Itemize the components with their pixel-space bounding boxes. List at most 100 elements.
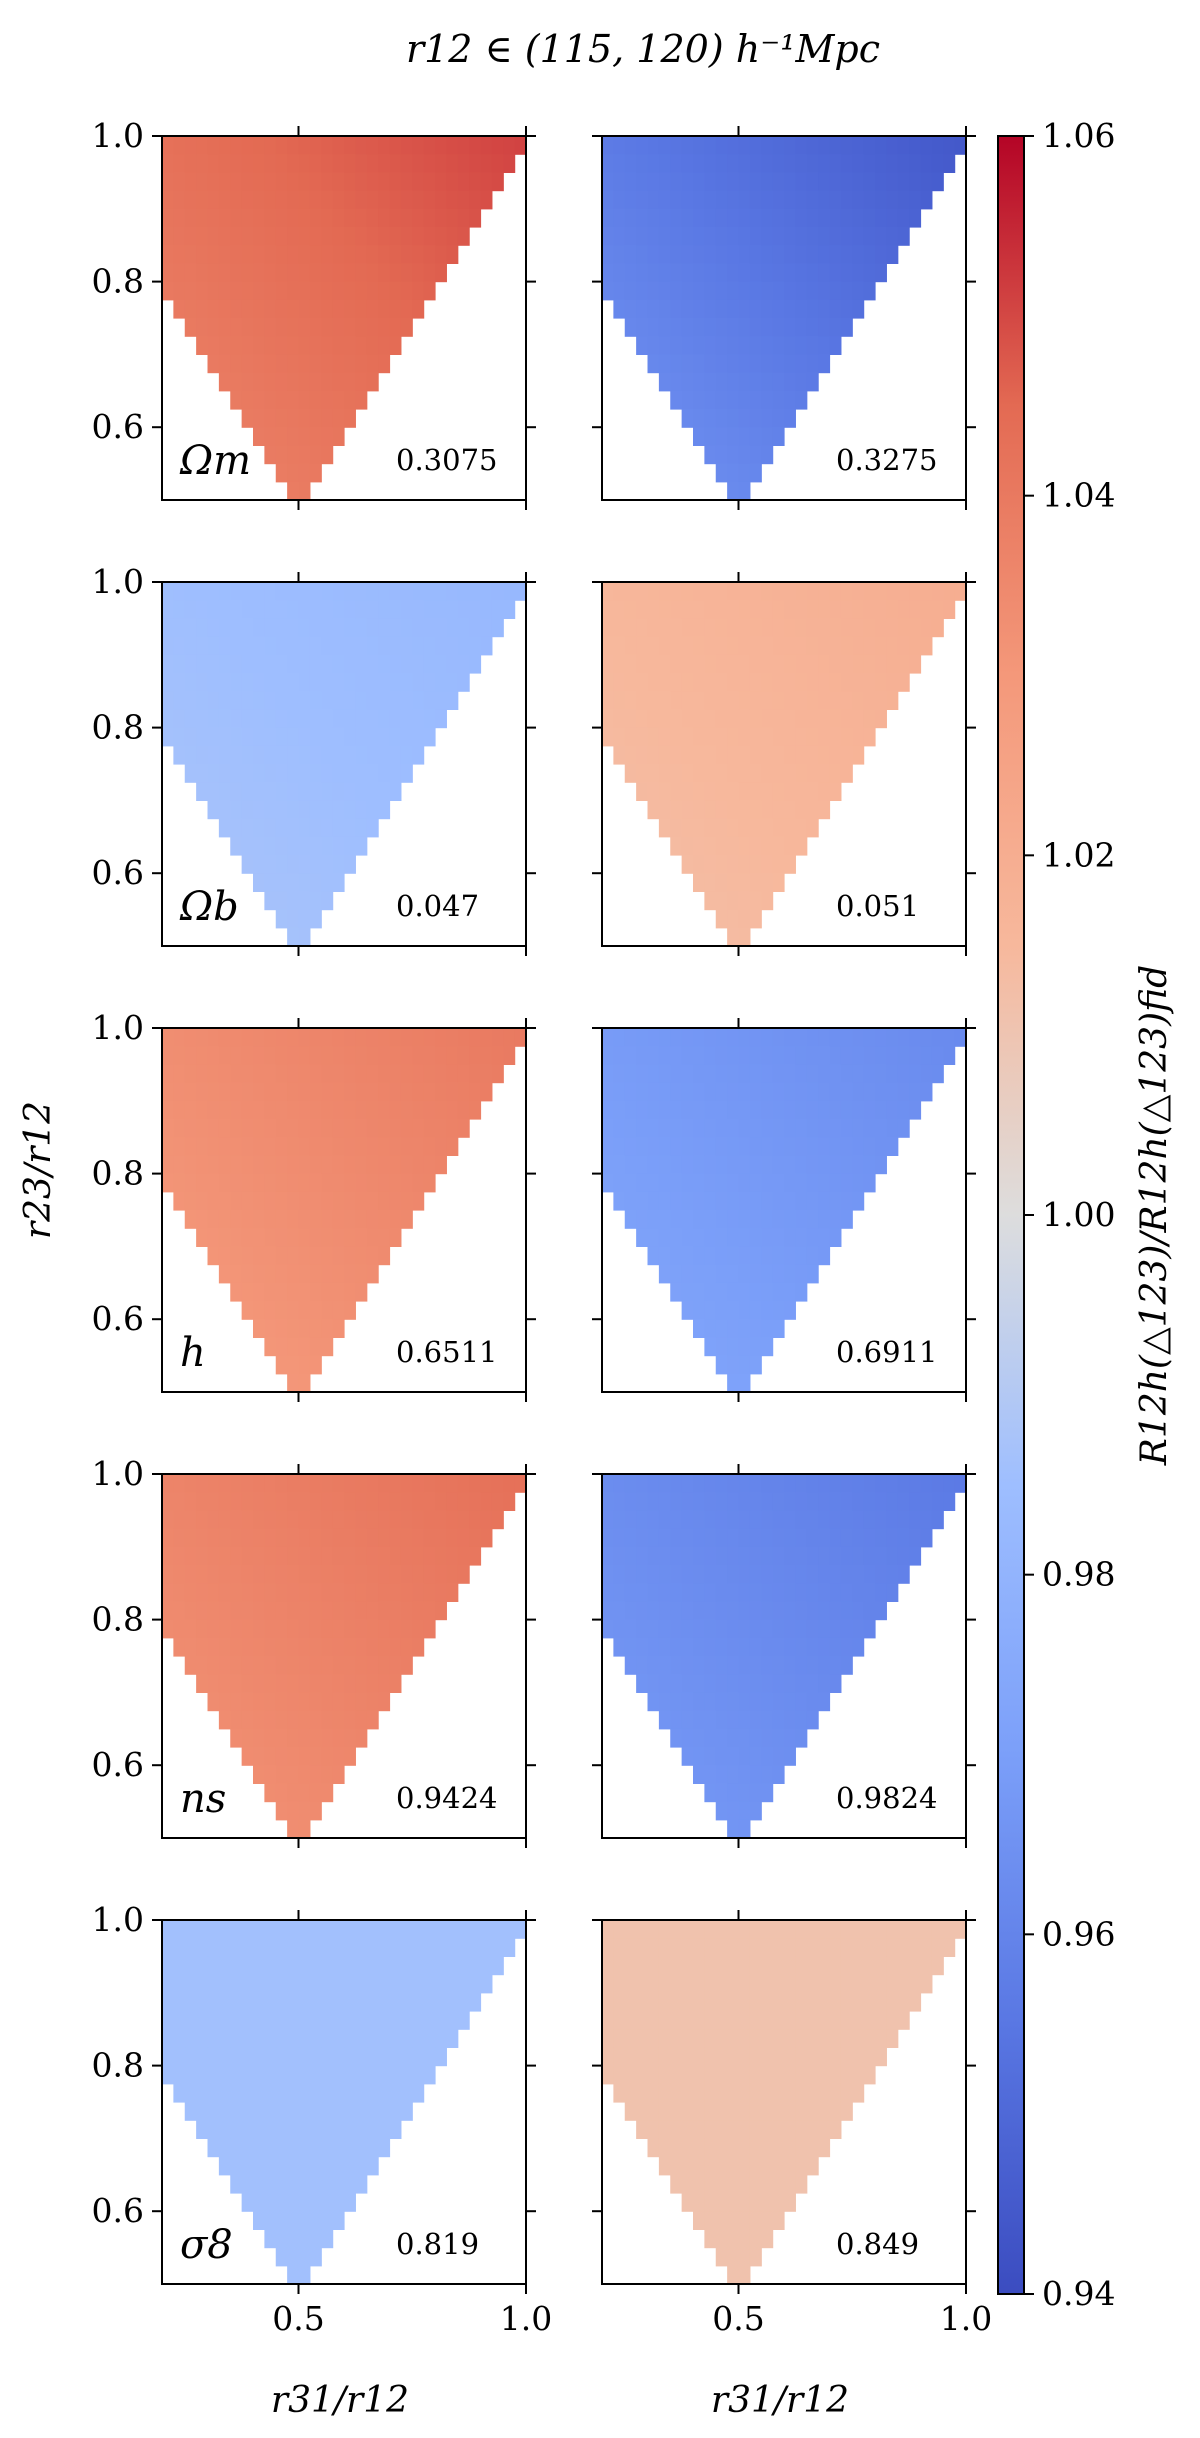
- heatmap-cell: [309, 727, 322, 747]
- heatmap-cell: [344, 2174, 356, 2194]
- heatmap-cell: [738, 1920, 751, 1939]
- heatmap-cell: [624, 582, 637, 601]
- heatmap-cell: [897, 1492, 910, 1511]
- heatmap-cell: [806, 2083, 819, 2103]
- heatmap-cell: [738, 2265, 751, 2285]
- heatmap-cell: [309, 409, 322, 428]
- heatmap-cell: [230, 2047, 243, 2067]
- x-tick-label: 1.0: [500, 2299, 552, 2338]
- heatmap-cell: [829, 1155, 842, 1175]
- heatmap-cell: [378, 354, 391, 374]
- heatmap-cell: [344, 1938, 356, 1957]
- heatmap-cell: [647, 673, 660, 692]
- heatmap-cell: [840, 1137, 853, 1156]
- heatmap-cell: [332, 1137, 345, 1156]
- heatmap-cell: [749, 281, 762, 301]
- heatmap-cell: [287, 263, 300, 283]
- heatmap-cell: [480, 136, 493, 155]
- heatmap-cell: [636, 1546, 649, 1566]
- heatmap-cell: [287, 372, 300, 392]
- heatmap-cell: [772, 1510, 785, 1530]
- heatmap-cell: [852, 299, 865, 319]
- heatmap-cell: [355, 1637, 368, 1657]
- heatmap-cell: [613, 1528, 626, 1548]
- heatmap-cell: [218, 154, 231, 173]
- heatmap-cell: [162, 136, 174, 155]
- heatmap-cell: [738, 1064, 751, 1084]
- heatmap-cell: [196, 618, 209, 638]
- heatmap-cell: [624, 245, 637, 264]
- heatmap-cell: [344, 1528, 356, 1548]
- heatmap-cell: [298, 2193, 311, 2212]
- heatmap-cell: [230, 2083, 243, 2103]
- heatmap-cell: [795, 800, 808, 820]
- heatmap-cell: [693, 1474, 705, 1493]
- heatmap-cell: [446, 2029, 459, 2048]
- heatmap-cell: [207, 691, 220, 710]
- heatmap-cell: [670, 1692, 683, 1712]
- heatmap-cell: [897, 1046, 910, 1065]
- heatmap-cell: [613, 2083, 626, 2103]
- heatmap-cell: [344, 600, 356, 619]
- heatmap-cell: [344, 1100, 356, 1120]
- heatmap-cell: [886, 208, 899, 228]
- heatmap-cell: [400, 2047, 413, 2067]
- heatmap-cell: [897, 1920, 910, 1939]
- heatmap-cell: [230, 2120, 243, 2139]
- heatmap-cell: [457, 1100, 470, 1120]
- heatmap-cell: [681, 1264, 694, 1284]
- heatmap-cell: [344, 136, 356, 155]
- heatmap-cell: [207, 1637, 220, 1657]
- heatmap-cell: [715, 2174, 728, 2194]
- heatmap-cell: [287, 1637, 300, 1657]
- heatmap-cell: [749, 818, 762, 838]
- heatmap-cell: [264, 299, 277, 319]
- heatmap-cell: [624, 2065, 637, 2085]
- heatmap-cell: [287, 227, 300, 246]
- heatmap-cell: [241, 1028, 254, 1047]
- heatmap-cell: [829, 245, 842, 264]
- heatmap-cell: [253, 1064, 265, 1084]
- heatmap-cell: [253, 873, 265, 892]
- heatmap-cell: [761, 2047, 774, 2067]
- heatmap-cell: [264, 654, 277, 674]
- heatmap-cell: [264, 782, 277, 801]
- heatmap-cell: [829, 1492, 842, 1511]
- heatmap-cell: [829, 1474, 842, 1493]
- heatmap-cell: [806, 1565, 819, 1584]
- heatmap-cell: [241, 1956, 254, 1976]
- heatmap-cell: [806, 245, 819, 264]
- heatmap-cell: [309, 1546, 322, 1566]
- heatmap-cell: [761, 299, 774, 319]
- heatmap-cell: [332, 154, 345, 173]
- heatmap-cell: [704, 891, 717, 911]
- heatmap-cell: [818, 281, 831, 301]
- heatmap-cell: [275, 1956, 288, 1976]
- heatmap-cell: [196, 1191, 209, 1211]
- heatmap-cell: [332, 372, 345, 392]
- heatmap-cell: [253, 1264, 265, 1284]
- heatmap-cell: [207, 2138, 220, 2158]
- heatmap-cell: [321, 445, 334, 465]
- heatmap-cell: [241, 836, 254, 856]
- heatmap-cell: [613, 1601, 626, 1621]
- heatmap-cell: [806, 2138, 819, 2158]
- heatmap-cell: [681, 582, 694, 601]
- heatmap-cell: [602, 636, 614, 656]
- heatmap-cell: [287, 354, 300, 374]
- colorbar: 0.940.960.981.001.021.041.06 R12h(△123)/…: [997, 116, 1175, 2313]
- heatmap-cell: [761, 1082, 774, 1102]
- heatmap-cell: [749, 582, 762, 601]
- heatmap-cell: [275, 1692, 288, 1712]
- heatmap-cell: [287, 836, 300, 856]
- heatmap-cell: [287, 1373, 300, 1393]
- heatmap-cell: [400, 154, 413, 173]
- heatmap-cell: [309, 855, 322, 874]
- heatmap-cell: [784, 1474, 796, 1493]
- heatmap-cell: [761, 2083, 774, 2103]
- heatmap-cell: [636, 1619, 649, 1639]
- heatmap-cell: [173, 190, 186, 210]
- heatmap-cell: [852, 2065, 865, 2085]
- heatmap-cell: [795, 1728, 808, 1748]
- heatmap-cell: [715, 2102, 728, 2121]
